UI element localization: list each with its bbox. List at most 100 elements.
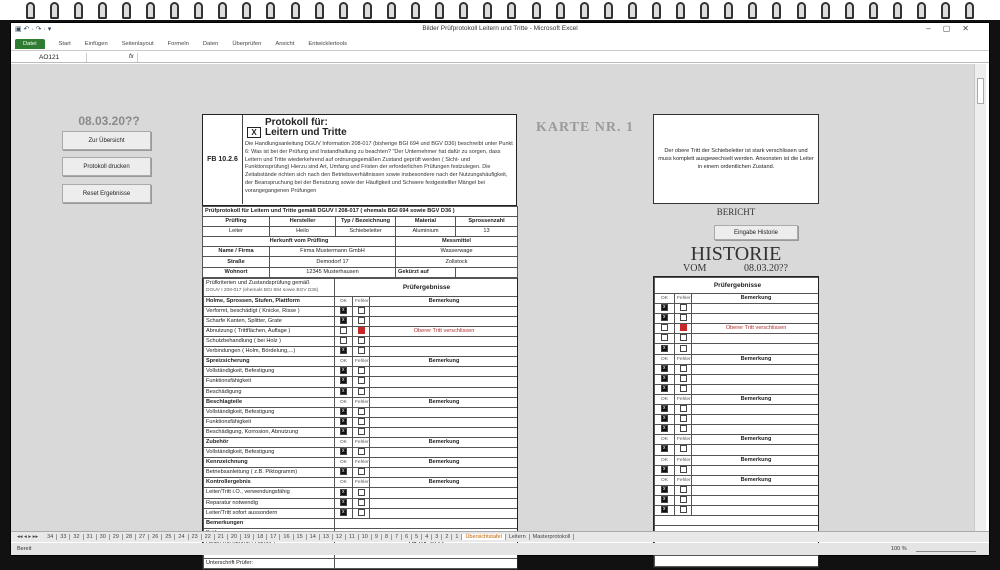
ribbon-tab-6[interactable]: Überprüfen — [232, 40, 262, 47]
fehler-checkbox[interactable] — [357, 367, 365, 375]
fehler-checkbox-checked[interactable] — [679, 324, 687, 332]
ok-checkbox-checked[interactable] — [661, 425, 668, 433]
fehler-checkbox[interactable] — [679, 405, 687, 413]
ribbon-tab-2[interactable]: Einfügen — [84, 40, 108, 47]
footer-value[interactable] — [653, 515, 819, 527]
fehler-checkbox[interactable] — [679, 466, 687, 473]
fehler-checkbox[interactable] — [679, 425, 687, 433]
fehler-checkbox[interactable] — [679, 375, 687, 382]
ok-checkbox-checked[interactable] — [340, 377, 347, 385]
fehler-checkbox[interactable] — [357, 337, 365, 345]
zoom-level[interactable]: 100 % — [891, 546, 907, 552]
remark-cell[interactable] — [690, 373, 819, 385]
ok-checkbox-checked[interactable] — [340, 408, 347, 416]
remark-cell[interactable] — [690, 363, 819, 375]
ok-checkbox-checked[interactable] — [661, 365, 668, 373]
column-value[interactable]: Leiter — [202, 226, 270, 238]
sheet-tab-23[interactable]: 23 — [189, 534, 202, 540]
sheet-tab-10[interactable]: 10 — [359, 534, 372, 540]
sheet-tab-18[interactable]: 18 — [254, 534, 268, 540]
ribbon-tab-5[interactable]: Daten — [202, 40, 219, 47]
fehler-checkbox[interactable] — [357, 317, 365, 324]
ok-checkbox-checked[interactable] — [661, 445, 668, 453]
ribbon-tab-7[interactable]: Ansicht — [275, 40, 295, 47]
sheet-tab-1[interactable]: 1 — [452, 534, 463, 540]
print-protocol-button[interactable]: Protokoll drucken — [62, 157, 151, 176]
sheet-tab-5[interactable]: 5 — [412, 534, 423, 540]
remark-cell[interactable] — [368, 305, 518, 317]
sheet-tab-29[interactable]: 29 — [110, 534, 123, 540]
fehler-checkbox[interactable] — [357, 488, 365, 496]
ok-checkbox-checked[interactable] — [340, 317, 347, 325]
remark-cell[interactable] — [690, 313, 819, 325]
zoom-slider[interactable] — [916, 544, 976, 552]
sheet-tab-2[interactable]: 2 — [442, 534, 453, 540]
sheet-tab-0[interactable]: Übersichtstafel — [462, 534, 506, 540]
ok-checkbox-checked[interactable] — [340, 418, 347, 426]
fehler-checkbox[interactable] — [357, 377, 365, 385]
ribbon-tab-8[interactable]: Entwicklertools — [308, 40, 348, 47]
sheet-tab-11[interactable]: 11 — [346, 534, 359, 540]
sheet-tab-19[interactable]: 19 — [241, 534, 255, 540]
reset-results-button[interactable]: Reset Ergebnisse — [62, 184, 151, 203]
ok-checkbox-checked[interactable] — [661, 344, 668, 353]
fehler-checkbox[interactable] — [679, 365, 687, 372]
sheet-tab-9[interactable]: 9 — [372, 534, 382, 540]
ok-checkbox-checked[interactable] — [661, 486, 668, 494]
fehler-checkbox[interactable] — [357, 418, 365, 425]
ok-checkbox-checked[interactable] — [340, 347, 347, 355]
sheet-tab-4[interactable]: 4 — [422, 534, 433, 540]
fehler-checkbox[interactable] — [357, 428, 365, 435]
measure-value[interactable]: Zollstock — [395, 256, 518, 268]
sheet-tab-12[interactable]: 12 — [333, 534, 347, 540]
remark-cell[interactable] — [690, 333, 819, 345]
tab-nav-arrows-icon[interactable]: ◂◂ ◂ ▸ ▸▸ — [17, 534, 39, 540]
sheet-tab-3[interactable]: 3 — [432, 534, 443, 540]
remark-cell[interactable] — [690, 464, 819, 476]
remark-cell[interactable] — [690, 303, 819, 315]
ok-checkbox-checked[interactable] — [340, 367, 347, 375]
overview-button[interactable]: Zur Übersicht — [62, 131, 151, 150]
remark-cell[interactable] — [690, 494, 819, 506]
ribbon-tab-0[interactable]: Datei — [15, 38, 45, 49]
fehler-checkbox[interactable] — [679, 496, 687, 503]
remark-cell[interactable] — [368, 386, 518, 398]
remark-cell[interactable] — [368, 447, 518, 459]
sheet-tab-2[interactable]: Masterprotokoll — [530, 534, 575, 540]
sheet-tab-20[interactable]: 20 — [228, 534, 242, 540]
ok-checkbox-checked[interactable] — [340, 428, 347, 436]
fehler-checkbox[interactable] — [679, 304, 687, 312]
column-value[interactable]: Schiebeleiter — [335, 226, 396, 238]
remark-cell[interactable] — [368, 416, 518, 428]
remark-cell[interactable] — [368, 366, 518, 378]
remark-cell[interactable]: Oberer Tritt verschlissen — [368, 325, 518, 338]
report-box[interactable]: Der obere Tritt der Schiebeleiter ist st… — [653, 114, 819, 204]
ok-checkbox-checked[interactable] — [340, 388, 347, 396]
remark-cell[interactable] — [368, 426, 518, 438]
fehler-checkbox[interactable] — [357, 448, 365, 456]
window-controls[interactable]: –▢✕ — [926, 24, 981, 33]
remark-cell[interactable] — [690, 484, 819, 496]
sheet-tab-15[interactable]: 15 — [294, 534, 307, 540]
ok-checkbox-checked[interactable] — [340, 509, 347, 517]
fehler-checkbox[interactable] — [357, 388, 365, 395]
ok-checkbox-checked[interactable] — [340, 488, 347, 497]
remark-cell[interactable] — [368, 497, 518, 509]
formula-input[interactable] — [137, 53, 982, 62]
sheet-tab-31[interactable]: 31 — [84, 534, 97, 540]
ok-checkbox-checked[interactable] — [661, 466, 668, 474]
ok-checkbox[interactable] — [340, 327, 347, 334]
name-box[interactable]: AO121 — [15, 53, 87, 62]
remark-cell[interactable] — [690, 504, 819, 517]
fehler-checkbox[interactable] — [679, 314, 687, 322]
sheet-tab-16[interactable]: 16 — [280, 534, 294, 540]
sheet-tab-6[interactable]: 6 — [402, 534, 413, 540]
remark-cell[interactable] — [690, 444, 819, 456]
sheet-tab-14[interactable]: 14 — [307, 534, 320, 540]
ok-checkbox-checked[interactable] — [661, 304, 668, 312]
ok-checkbox-checked[interactable] — [340, 499, 347, 507]
protocol-checkbox[interactable]: X — [247, 127, 261, 138]
quick-access-toolbar[interactable]: ▣ ↶ · ↷ · ▾ — [15, 26, 52, 33]
ribbon-tab-1[interactable]: Start — [58, 40, 71, 47]
ribbon-tab-3[interactable]: Seitenlayout — [121, 40, 154, 47]
